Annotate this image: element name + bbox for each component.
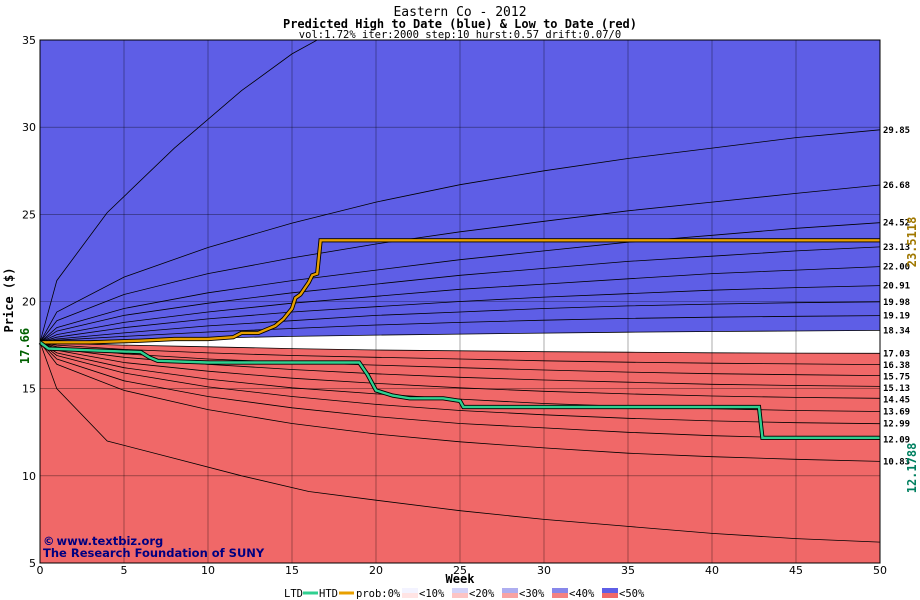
right-value-label: 24.52 <box>883 219 910 229</box>
x-tick-label: 10 <box>201 564 215 577</box>
end-low-label: 12.1788 <box>905 443 919 494</box>
legend-ltd: LTD <box>284 588 303 600</box>
legend-htd: HTD <box>319 588 338 600</box>
y-tick-label: 10 <box>22 470 36 483</box>
y-tick-label: 25 <box>22 208 36 221</box>
y-tick-labels: 5 10 15 20 25 30 35 <box>22 34 36 570</box>
contour-line <box>39 342 881 440</box>
right-value-label: 29.85 <box>883 126 910 136</box>
contour-line <box>39 341 881 387</box>
legend-prob-items: <10% <20% <30% <40% <50% <box>402 588 645 600</box>
right-value-label: 17.03 <box>883 349 910 359</box>
legend-swatch-high <box>602 588 618 593</box>
right-value-labels: 29.85 26.68 24.52 23.13 22.00 20.91 19.98 19.19… <box>883 126 911 468</box>
legend-swatch-high <box>502 588 518 593</box>
legend-swatch-low <box>552 593 568 598</box>
x-tick-label: 5 <box>121 564 128 577</box>
y-axis-label: Price ($) <box>2 267 16 332</box>
right-value-label: 20.91 <box>883 282 910 292</box>
series-line-htd <box>40 239 880 344</box>
x-tick-label: 50 <box>873 564 887 577</box>
x-tick-label: 35 <box>621 564 635 577</box>
legend-item-label: <40% <box>569 588 595 600</box>
contour-line <box>39 342 881 543</box>
x-tick-label: 15 <box>285 564 299 577</box>
x-tick-label: 40 <box>705 564 719 577</box>
x-tick-label: 0 <box>37 564 44 577</box>
legend-swatch-low <box>502 593 518 598</box>
credit-line-2: The Research Foundation of SUNY <box>43 546 265 560</box>
y-tick-label: 30 <box>22 121 36 134</box>
legend-prob: prob:0% <box>356 588 401 600</box>
y-tick-label: 20 <box>22 296 36 309</box>
right-value-label: 12.99 <box>883 420 910 430</box>
right-value-label: 16.38 <box>883 361 910 371</box>
contour-line <box>39 301 881 343</box>
legend-swatch-high <box>452 588 468 593</box>
legend-item-label: <10% <box>419 588 445 600</box>
copyright-symbol: © <box>43 534 55 548</box>
chart-subtitle: Predicted High to Date (blue) & Low to D… <box>283 17 637 31</box>
right-value-label: 26.68 <box>883 181 910 191</box>
right-value-label: 12.09 <box>883 435 910 445</box>
right-value-label: 19.98 <box>883 298 910 308</box>
x-tick-label: 25 <box>453 564 467 577</box>
right-value-label: 15.75 <box>883 372 910 382</box>
chart-params: vol:1.72% iter:2000 step:10 hurst:0.57 d… <box>299 29 621 41</box>
contour-line <box>39 315 881 343</box>
legend-swatch-low <box>452 593 468 598</box>
contour-line <box>39 222 881 343</box>
right-value-label: 18.34 <box>883 326 911 336</box>
right-value-label: 22.00 <box>883 263 910 273</box>
x-tick-labels: 0 5 10 15 20 25 30 35 40 45 50 <box>37 564 888 577</box>
legend-item-label: <50% <box>619 588 645 600</box>
legend-swatch-low <box>402 593 418 598</box>
series-line-ltd <box>39 341 880 439</box>
right-value-label: 13.69 <box>883 408 910 418</box>
end-high-label: 23.5118 <box>905 217 919 268</box>
legend-swatch-high <box>552 588 568 593</box>
contour-line <box>39 184 881 343</box>
y-tick-label: 15 <box>22 383 36 396</box>
contour-line <box>39 342 881 462</box>
series-lines <box>38 238 880 440</box>
contour-line <box>39 341 881 354</box>
right-value-label: 10.83 <box>883 457 910 467</box>
right-value-label: 15.13 <box>883 384 910 394</box>
chart-title: Eastern Co - 2012 <box>393 5 526 20</box>
right-value-label: 19.19 <box>883 312 910 322</box>
x-axis-label: Week <box>446 572 476 586</box>
contour-line <box>39 341 881 399</box>
legend: LTD HTD prob:0% <10% <20% <30% <40% <50% <box>284 588 645 600</box>
legend-swatch-low <box>602 593 618 598</box>
contour-line <box>39 341 881 365</box>
y-tick-label: 5 <box>29 557 36 570</box>
y-tick-label: 35 <box>22 34 36 47</box>
contour-line <box>39 341 881 425</box>
right-value-label: 14.45 <box>883 395 910 405</box>
right-value-label: 23.13 <box>883 243 910 253</box>
probability-bands <box>40 40 880 563</box>
contour-line <box>39 285 881 343</box>
credit-line-1: © www.textbiz.org <box>43 534 163 548</box>
x-tick-label: 45 <box>789 564 803 577</box>
contour-line <box>39 266 881 343</box>
legend-item-label: <30% <box>519 588 545 600</box>
grid-lines <box>39 39 881 564</box>
contour-line <box>39 246 881 343</box>
legend-swatch-high <box>402 588 418 593</box>
legend-item-label: <20% <box>469 588 495 600</box>
start-price-label: 17.66 <box>18 328 32 364</box>
x-tick-label: 30 <box>537 564 551 577</box>
plot-frame <box>39 39 881 564</box>
x-tick-label: 20 <box>369 564 383 577</box>
contour-line <box>39 129 881 343</box>
credit-url: www.textbiz.org <box>57 534 164 548</box>
